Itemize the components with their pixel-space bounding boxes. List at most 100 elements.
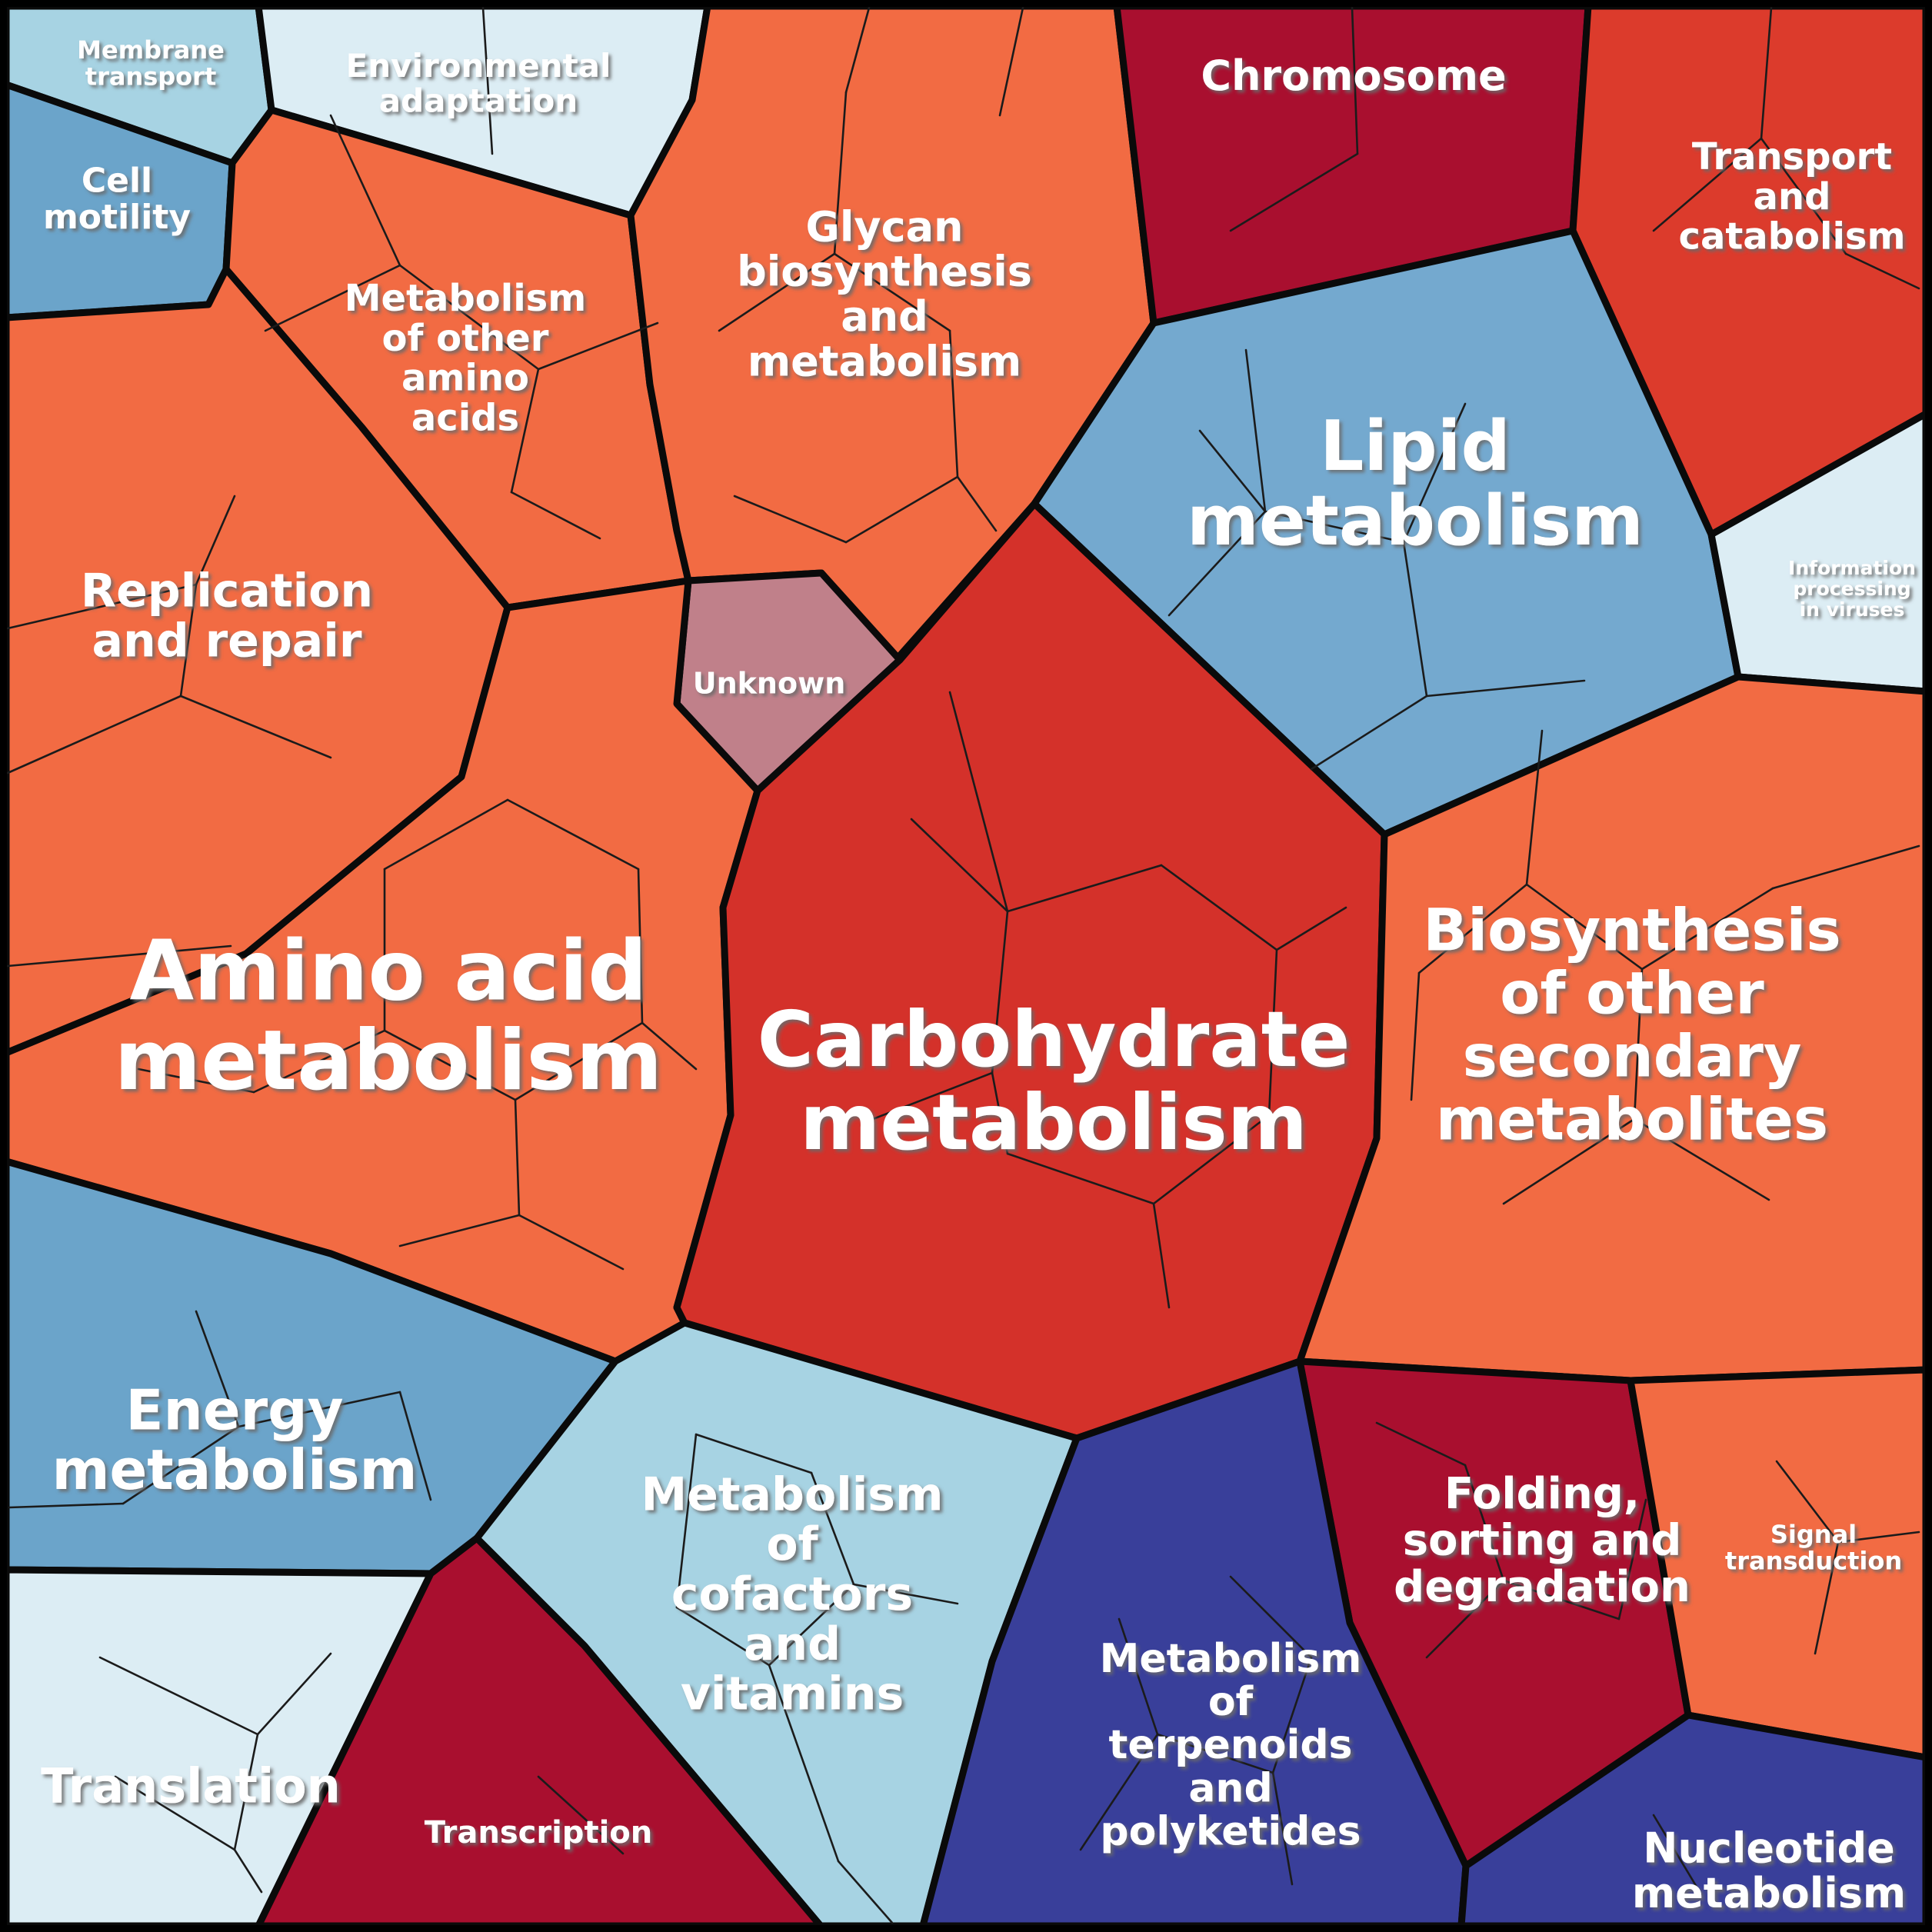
region-label-folding-sorting-and-degradation: Folding, sorting and degradation	[1394, 1469, 1690, 1612]
subcell-line-translation	[256, 1652, 332, 1736]
subcell-line-amino-acid-metabolism	[518, 1214, 625, 1271]
subcell-line-carbohydrate-metabolism	[1267, 948, 1278, 1117]
subcell-line-replication-and-repair	[179, 695, 332, 759]
subcell-line-metabolism-of-other-amino-acids	[510, 368, 540, 494]
subcell-line-energy-metabolism	[237, 1391, 401, 1428]
subcell-line-metabolism-of-cofactors-and-vitamins	[675, 1606, 771, 1667]
region-label-energy-metabolism: Energy metabolism	[52, 1377, 417, 1502]
region-label-membrane-transport: Membrane transport	[77, 35, 225, 92]
subcell-line-translation	[233, 1848, 263, 1894]
subcell-line-metabolism-of-other-amino-acids	[398, 264, 540, 371]
region-label-transcription: Transcription	[425, 1815, 652, 1850]
subcell-line-folding-sorting-and-degradation	[1425, 1579, 1505, 1659]
subcell-line-amino-acid-metabolism	[506, 798, 640, 871]
subcell-line-biosynthesis-of-other-secondary-metabolites	[1502, 1118, 1636, 1205]
subcell-line-amino-acid-metabolism	[252, 1029, 386, 1094]
subcell-line-amino-acid-metabolism	[514, 1098, 521, 1217]
subcell-line-biosynthesis-of-other-secondary-metabolites	[1633, 1118, 1770, 1201]
subcell-line-metabolism-of-other-amino-acids	[329, 114, 401, 267]
subcell-line-biosynthesis-of-other-secondary-metabolites	[1771, 844, 1920, 890]
subcell-line-metabolism-of-terpenoids-and-polyketides	[1271, 1656, 1313, 1774]
subcell-line-metabolism-of-cofactors-and-vitamins	[768, 1583, 855, 1667]
subcell-line-amino-acid-metabolism	[637, 868, 644, 1024]
subcell-line-environmental-adaptation	[481, 6, 494, 155]
subcell-line-transport-and-catabolism	[1652, 137, 1763, 232]
subcell-line-transport-and-catabolism	[1844, 252, 1920, 290]
subcell-line-amino-acid-metabolism	[641, 1021, 698, 1071]
subcell-line-biosynthesis-of-other-secondary-metabolites	[1525, 883, 1644, 971]
region-label-information-processing-in-viruses: Information processing in viruses	[1788, 557, 1916, 621]
subcell-line-carbohydrate-metabolism	[948, 691, 1009, 913]
region-label-cell-motility: Cell motility	[43, 162, 191, 238]
subcell-line-metabolism-of-cofactors-and-vitamins	[810, 1471, 855, 1586]
subcell-line-folding-sorting-and-degradation	[1617, 1498, 1647, 1621]
subcell-line-glycan-biosynthesis-and-metabolism	[718, 252, 836, 332]
subcell-line-energy-metabolism	[8, 1502, 125, 1509]
region-label-environmental-adaptation: Environmental adaptation	[346, 47, 611, 119]
sublines-layer	[6, 6, 1920, 1924]
subcell-line-lipid-metabolism	[1402, 541, 1428, 698]
subcell-line-carbohydrate-metabolism	[1006, 864, 1163, 913]
subcell-line-lipid-metabolism	[1264, 510, 1405, 544]
subcell-line-replication-and-repair	[195, 495, 236, 586]
subcell-line-lipid-metabolism	[1198, 429, 1267, 513]
subcell-line-metabolism-of-other-amino-acids	[510, 491, 601, 540]
subcell-line-transport-and-catabolism	[1760, 137, 1847, 255]
region-label-nucleotide-metabolism: Nucleotide metabolism	[1632, 1824, 1906, 1917]
subcell-line-replication-and-repair	[6, 583, 198, 630]
subcell-line-replication-and-repair	[6, 944, 232, 968]
subcell-line-metabolism-of-terpenoids-and-polyketides	[1118, 1617, 1159, 1736]
subcell-line-glycan-biosynthesis-and-metabolism	[844, 475, 959, 544]
region-label-replication-and-repair: Replication and repair	[81, 565, 373, 668]
subcell-line-carbohydrate-metabolism	[1152, 1202, 1171, 1309]
subcell-line-folding-sorting-and-degradation	[1375, 1421, 1467, 1467]
subcell-line-amino-acid-metabolism	[398, 1214, 521, 1247]
subcell-line-carbohydrate-metabolism	[910, 818, 1009, 913]
subcell-line-energy-metabolism	[195, 1310, 240, 1428]
subcell-line-glycan-biosynthesis-and-metabolism	[833, 91, 848, 255]
subcell-line-carbohydrate-metabolism	[991, 910, 1009, 1074]
subcell-line-biosynthesis-of-other-secondary-metabolites	[1525, 729, 1544, 886]
subcell-line-folding-sorting-and-degradation	[1464, 1464, 1505, 1582]
subcell-line-glycan-biosynthesis-and-metabolism	[956, 475, 998, 532]
subcell-line-transport-and-catabolism	[1760, 6, 1773, 140]
region-label-unknown: Unknown	[693, 666, 846, 700]
subcell-line-translation	[114, 1775, 236, 1851]
subcell-line-glycan-biosynthesis-and-metabolism	[844, 6, 871, 94]
subcell-line-chromosome	[1229, 152, 1359, 232]
subcell-line-lipid-metabolism	[1425, 679, 1586, 698]
subcell-line-translation	[98, 1656, 259, 1736]
region-label-translation: Translation	[41, 1758, 341, 1814]
subcell-line-carbohydrate-metabolism	[1275, 906, 1347, 951]
subcell-line-amino-acid-metabolism	[383, 798, 509, 871]
region-label-carbohydrate-metabolism: Carbohydrate metabolism	[758, 994, 1351, 1168]
subcell-line-carbohydrate-metabolism	[1160, 864, 1278, 951]
subcell-line-metabolism-of-cofactors-and-vitamins	[837, 1860, 894, 1924]
subcell-line-nucleotide-metabolism	[1652, 1814, 1701, 1894]
subcell-line-glycan-biosynthesis-and-metabolism	[998, 6, 1024, 117]
subcell-line-folding-sorting-and-degradation	[1502, 1579, 1621, 1621]
region-label-amino-acid-metabolism: Amino acid metabolism	[115, 923, 663, 1109]
subcell-line-biosynthesis-of-other-secondary-metabolites	[1417, 883, 1528, 974]
region-transcription[interactable]	[255, 1534, 824, 1930]
subcell-line-replication-and-repair	[179, 583, 198, 698]
subcell-line-replication-and-repair	[6, 695, 182, 774]
subcell-line-translation	[233, 1733, 259, 1851]
subcell-line-metabolism-of-cofactors-and-vitamins	[852, 1583, 959, 1605]
subcell-line-signal-transduction	[1837, 1531, 1920, 1544]
subcell-line-signal-transduction	[1814, 1541, 1840, 1655]
subcell-line-metabolism-of-other-amino-acids	[537, 321, 659, 371]
subcell-line-chromosome	[1351, 6, 1359, 155]
subcell-line-amino-acid-metabolism	[137, 1068, 255, 1094]
subcell-line-transcription	[537, 1775, 625, 1855]
subcell-line-lipid-metabolism	[1244, 348, 1267, 513]
subcell-line-signal-transduction	[1775, 1460, 1840, 1544]
labels-layer: Membrane transport Environmental adaptation…	[41, 35, 1916, 1917]
subcell-line-metabolism-of-terpenoids-and-polyketides	[1156, 1733, 1274, 1774]
subcell-line-glycan-biosynthesis-and-metabolism	[833, 252, 951, 332]
subcell-line-metabolism-of-cofactors-and-vitamins	[675, 1433, 698, 1609]
subcell-line-lipid-metabolism	[1168, 510, 1267, 617]
region-label-metabolism-of-other-amino-acids: Metabolism of other amino acids	[345, 277, 586, 440]
region-label-glycan-biosynthesis-and-metabolism: Glycan biosynthesis and metabolism	[737, 202, 1032, 385]
